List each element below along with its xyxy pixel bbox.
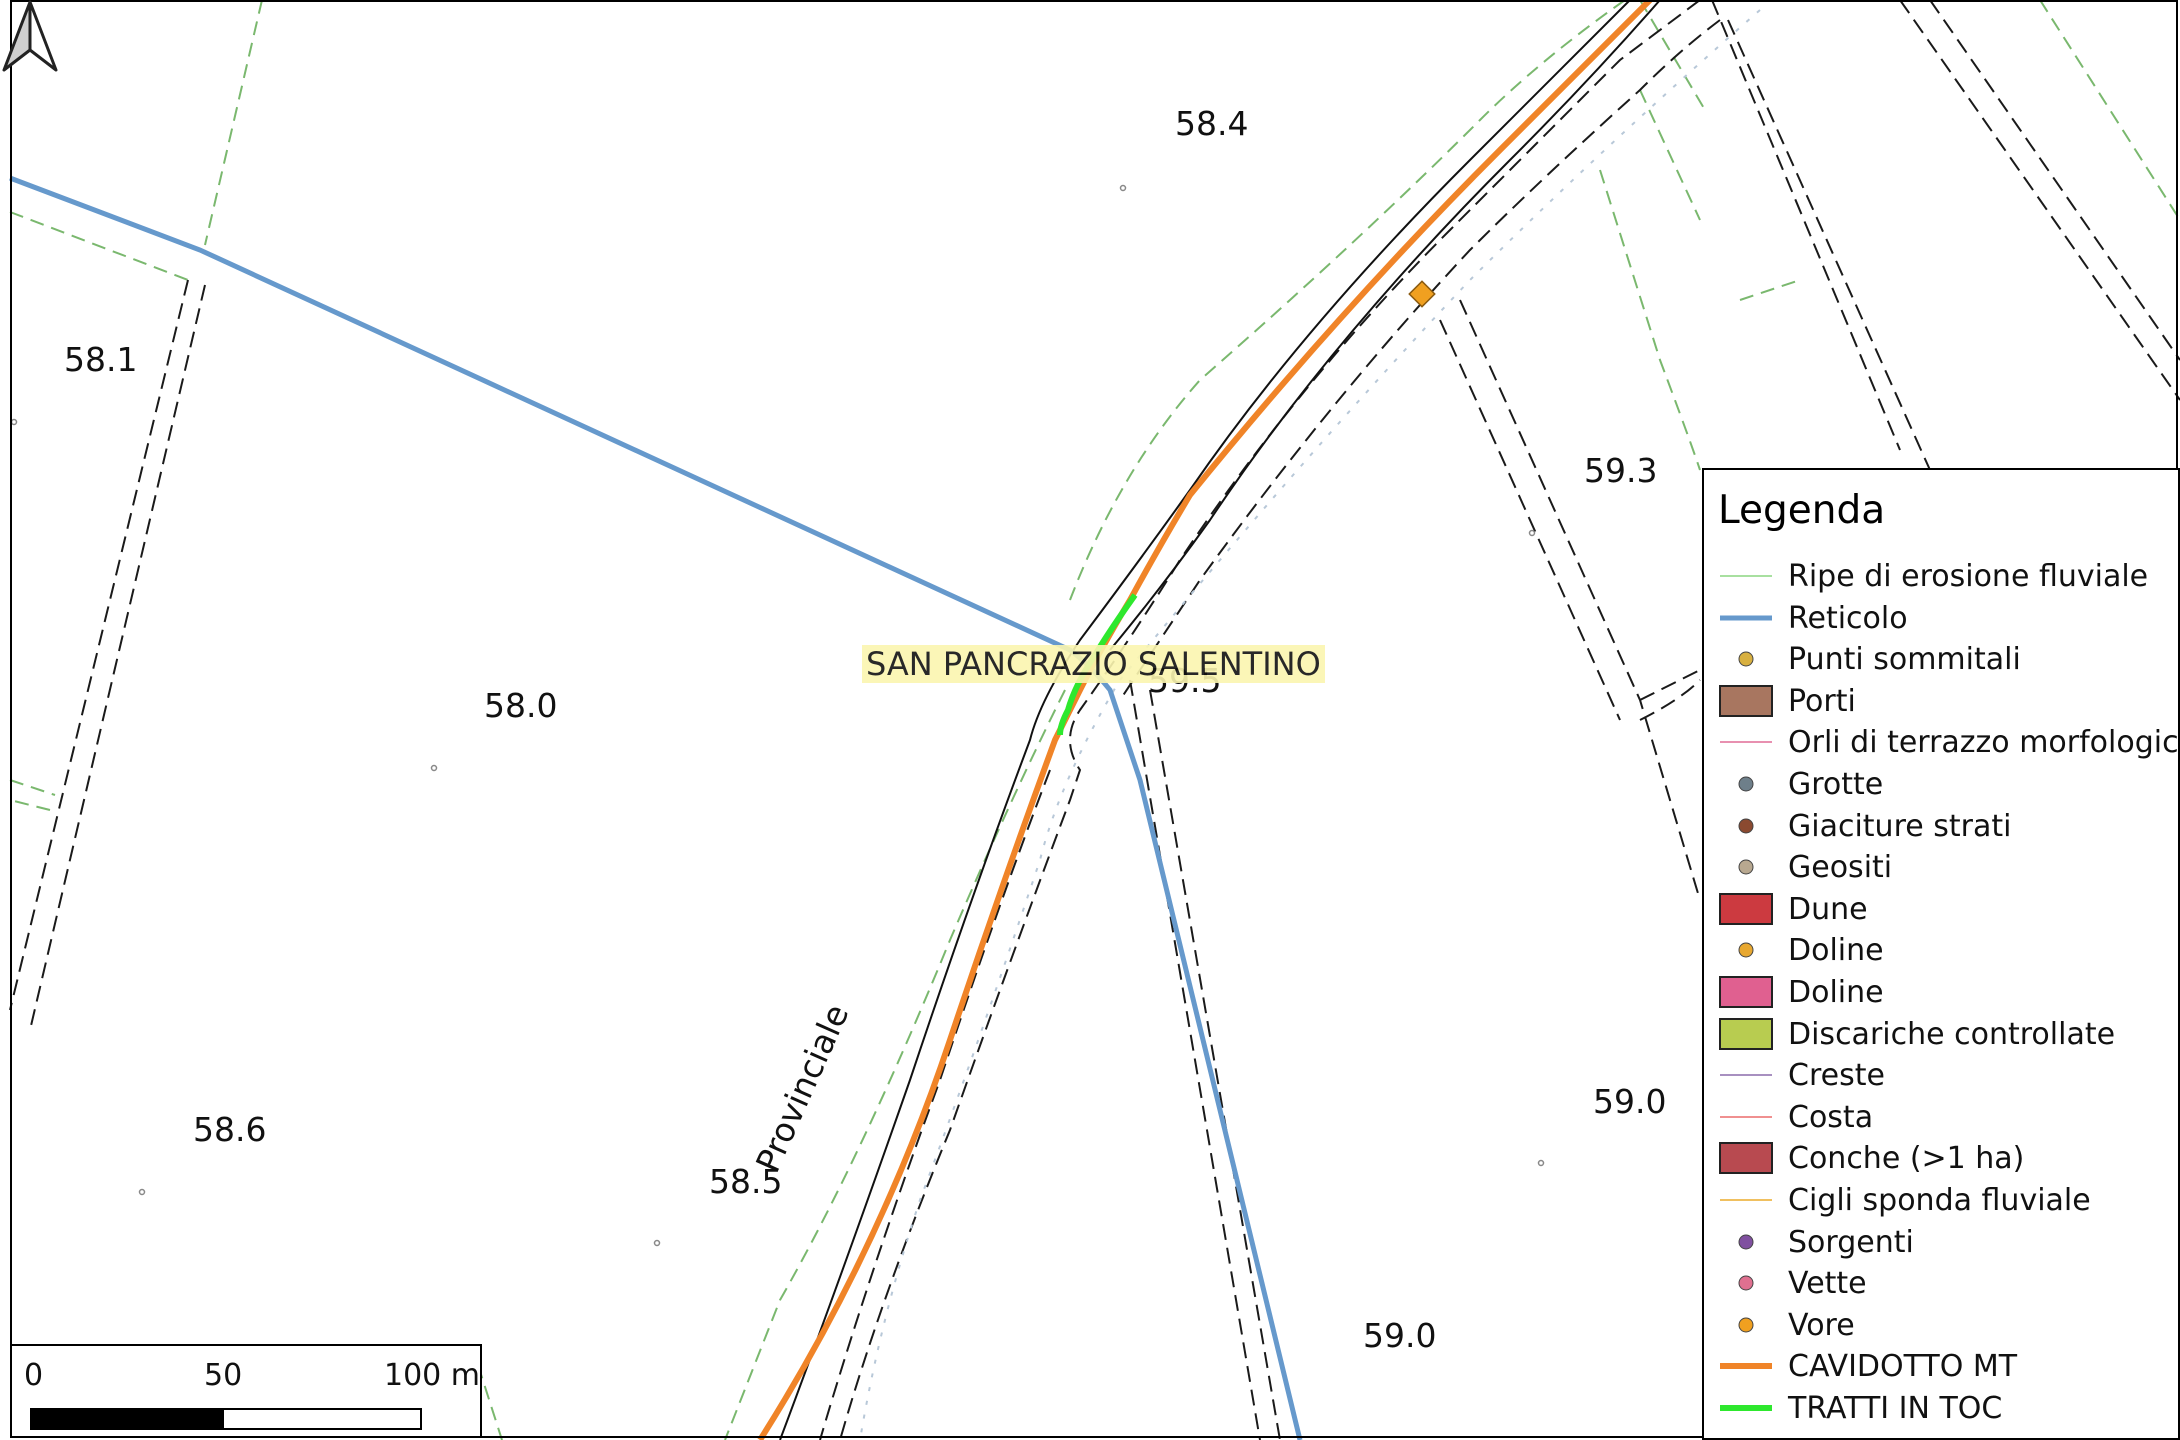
legend-symbol-fill [1718,681,1774,721]
legend-item: Orli di terrazzo morfologico [1718,722,2180,762]
scale-segment-filled [30,1408,224,1430]
legend-item-label: Dune [1788,891,1868,927]
dotted-track [859,9,1761,1440]
scale-label-50: 50 [204,1358,243,1393]
legend-item: TRATTI IN TOC [1718,1388,2178,1428]
legend-symbol-point [1718,639,1774,679]
legend-item: Sorgenti [1718,1222,2178,1262]
legend-symbol-point [1718,930,1774,970]
north-arrow-icon [2,0,58,72]
legend-symbol-fill [1718,1014,1774,1054]
legend-symbol-point [1718,806,1774,846]
legend-symbol-line [1718,598,1774,638]
legend-symbol-point [1718,1263,1774,1303]
legend-symbol-thick-line [1718,1388,1774,1428]
legend-item-label: Doline [1788,933,1884,969]
elevation-label: 59.3 [1584,451,1658,490]
elevation-label: 58.6 [193,1110,267,1149]
legend-title: Legenda [1718,488,1886,533]
legend-symbol-point [1718,847,1774,887]
legend-panel: Legenda Ripe di erosione fluviale Reticol… [1702,468,2180,1440]
legend-item: Ripe di erosione fluviale [1718,556,2178,596]
vore-point[interactable] [1408,280,1436,308]
scale-label-100: 100 m [384,1358,481,1393]
legend-item: Cigli sponda fluviale [1718,1180,2178,1220]
legend-symbol-line [1718,722,1774,762]
legend-item-label: CAVIDOTTO MT [1788,1349,2018,1385]
legend-item-label: Orli di terrazzo morfologico [1788,725,2180,761]
legend-item-label: Discariche controllate [1788,1016,2116,1052]
legend-item: Doline [1718,930,2178,970]
legend-symbol-fill [1718,1138,1774,1178]
legend-symbol-line [1718,1055,1774,1095]
legend-item-label: Geositi [1788,850,1893,886]
legend-item: Vore [1718,1305,2178,1345]
legend-item: CAVIDOTTO MT [1718,1346,2178,1386]
legend-item: Costa [1718,1097,2178,1137]
scale-bar: 0 50 100 m [10,1344,482,1438]
legend-item: Geositi [1718,847,2178,887]
legend-item: Discariche controllate [1718,1014,2178,1054]
elevation-label: 59.0 [1363,1316,1437,1355]
legend-item-label: Porti [1788,683,1856,719]
legend-symbol-line [1718,1180,1774,1220]
elevation-label: 58.4 [1175,104,1249,143]
legend-item: Conche (>1 ha) [1718,1138,2178,1178]
legend-item: Vette [1718,1263,2178,1303]
legend-item: Dune [1718,889,2178,929]
legend-symbol-point [1718,1222,1774,1262]
legend-symbol-line [1718,1097,1774,1137]
elevation-label: 58.5 [709,1162,783,1201]
legend-item: Grotte [1718,764,2178,804]
legend-item-label: TRATTI IN TOC [1788,1391,2003,1426]
legend-item-label: Vette [1788,1266,1867,1302]
legend-item: Porti [1718,681,2178,721]
legend-item-label: Ripe di erosione fluviale [1788,559,2149,594]
legend-symbol-thick-line [1718,1346,1774,1386]
legend-item-label: Reticolo [1788,600,1908,636]
legend-item-label: Conche (>1 ha) [1788,1141,2025,1177]
legend-symbol-fill [1718,972,1774,1012]
elevation-label: 58.1 [64,340,138,379]
legend-symbol-line [1718,556,1774,596]
legend-item-label: Creste [1788,1058,1885,1094]
road-edges [779,0,1661,1440]
cavidotto-line [757,0,1653,1440]
legend-symbol-point [1718,764,1774,804]
legend-item-label: Doline [1788,975,1884,1010]
ripe-lines [9,0,2180,1440]
legend-item: Punti sommitali [1718,639,2178,679]
legend-item-label: Punti sommitali [1788,642,2021,678]
reticolo-line [9,175,1303,1440]
elevation-label: 58.0 [484,686,558,725]
legend-item: Giaciture strati [1718,806,2178,846]
place-label: SAN PANCRAZIO SALENTINO [862,645,1325,683]
scale-label-0: 0 [24,1358,44,1393]
legend-item-label: Sorgenti [1788,1224,1914,1260]
legend-item-label: Cigli sponda fluviale [1788,1183,2091,1218]
legend-item-label: Costa [1788,1099,1874,1135]
legend-symbol-point [1718,1305,1774,1345]
scale-segment-empty [222,1408,422,1430]
legend-item: Doline [1718,972,2178,1012]
legend-item-label: Vore [1788,1307,1855,1343]
elevation-label: 59.0 [1593,1082,1667,1121]
survey-dots [10,184,1545,1247]
legend-item-label: Giaciture strati [1788,808,2012,844]
legend-symbol-fill [1718,889,1774,929]
legend-item: Creste [1718,1055,2178,1095]
legend-item: Reticolo [1718,598,2178,638]
legend-item-label: Grotte [1788,767,1884,802]
